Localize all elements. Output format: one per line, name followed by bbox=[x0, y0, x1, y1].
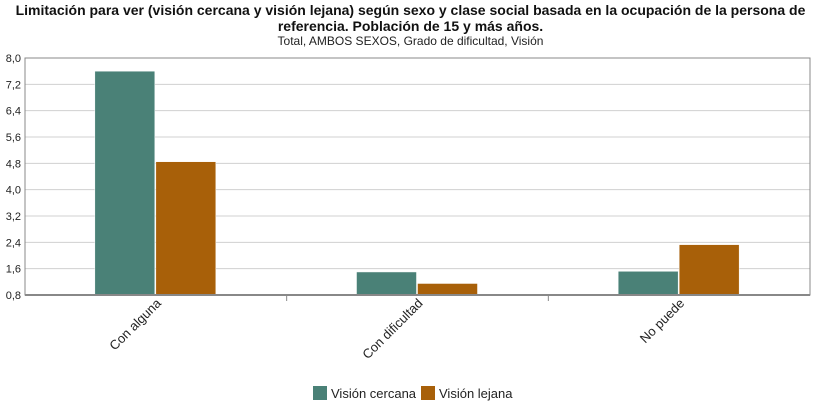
bar-vision-cercana-2[interactable] bbox=[617, 271, 679, 296]
y-tick-label: 6,4 bbox=[6, 106, 21, 118]
bar-vision-lejana-0[interactable] bbox=[155, 161, 217, 296]
chart-title: Limitación para ver (visión cercana y vi… bbox=[15, 2, 806, 34]
y-tick-label: 7,2 bbox=[6, 79, 21, 91]
x-category-label: No puede bbox=[637, 296, 687, 346]
legend: Visión cercana Visión lejana bbox=[313, 386, 513, 401]
y-tick-label: 3,2 bbox=[6, 211, 21, 223]
y-tick-label: 8,0 bbox=[6, 53, 21, 65]
bar-vision-lejana-1[interactable] bbox=[417, 283, 478, 296]
x-category-label: Con dificultad bbox=[359, 296, 425, 362]
bars bbox=[94, 70, 740, 296]
chart-subtitle: Total, AMBOS SEXOS, Grado de dificultad,… bbox=[277, 34, 544, 48]
y-tick-label: 4,0 bbox=[6, 185, 21, 197]
y-axis: 0,8 1,6 2,4 3,2 4,0 4,8 5,6 6,4 7,2 8,0 bbox=[6, 53, 21, 302]
y-tick-label: 1,6 bbox=[6, 264, 21, 276]
y-tick-label: 0,8 bbox=[6, 290, 21, 302]
legend-label: Visión lejana bbox=[439, 386, 513, 401]
bar-vision-cercana-1[interactable] bbox=[356, 271, 417, 296]
bar-vision-lejana-2[interactable] bbox=[678, 244, 740, 296]
x-category-label: Con alguna bbox=[106, 295, 164, 353]
y-tick-label: 4,8 bbox=[6, 158, 21, 170]
legend-label: Visión cercana bbox=[331, 386, 417, 401]
bar-vision-cercana-0[interactable] bbox=[94, 70, 156, 296]
y-tick-label: 5,6 bbox=[6, 132, 21, 144]
legend-swatch bbox=[313, 386, 327, 400]
y-tick-label: 2,4 bbox=[6, 237, 21, 249]
legend-swatch bbox=[421, 386, 435, 400]
x-axis: Con alguna Con dificultad No puede bbox=[25, 294, 810, 362]
